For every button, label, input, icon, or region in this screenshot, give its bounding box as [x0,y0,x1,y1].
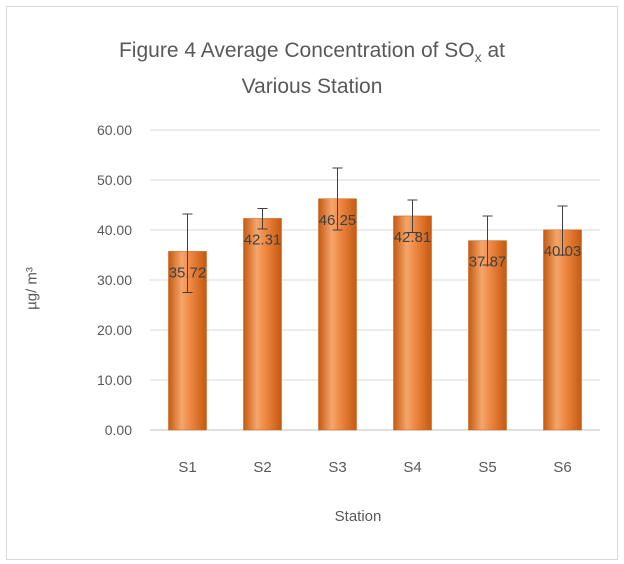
data-label-s5: 37.87 [469,254,507,271]
data-label-s6: 40.03 [544,243,582,260]
x-tick-label-s1: S1 [178,459,196,476]
bar-s5 [468,240,507,431]
y-tick-label: 60.00 [97,122,132,138]
chart-title-subscript: x [474,49,482,66]
error-bar-s1 [182,213,193,293]
chart-title: Figure 4 Average Concentration of SOx at… [0,36,624,102]
chart-frame [6,6,618,560]
error-bar-s6 [557,205,568,256]
y-tick-label: 40.00 [97,222,132,238]
chart-title-line2: Various Station [241,75,383,99]
data-label-s1: 35.72 [169,264,207,281]
error-bars [182,167,568,293]
x-tick-label-s5: S5 [478,459,496,476]
error-bar-s3 [332,167,343,231]
data-label-s2: 42.31 [244,231,282,248]
error-bar-s2 [257,208,268,230]
y-tick-label: 30.00 [97,272,132,288]
gridlines [150,129,600,431]
x-tick-label-s3: S3 [328,459,346,476]
y-tick-label: 0.00 [105,422,132,438]
chart-title-line1: Figure 4 Average Concentration of SO [118,39,475,62]
data-label-s4: 42.81 [394,229,432,246]
bars [168,198,582,431]
chart-title-tail: at [481,39,506,62]
x-axis-label: Station [334,508,382,525]
data-labels: 35.72 42.31 46.25 42.81 37.87 40.03 [169,212,582,282]
data-label-s3: 46.25 [319,212,357,229]
bar-s3 [318,198,357,431]
x-tick-label-s2: S2 [253,459,271,476]
y-tick-label: 50.00 [97,172,132,188]
bar-s6 [543,229,582,431]
x-tick-label-s6: S6 [553,459,571,476]
x-tick-label-s4: S4 [403,459,421,476]
bar-s2 [243,218,282,431]
x-tick-labels: S1 S2 S3 S4 S5 S6 [178,459,571,476]
y-tick-labels: 0.00 10.00 20.00 30.00 40.00 50.00 60.00 [97,122,132,438]
y-tick-label: 10.00 [97,372,132,388]
error-bar-s5 [482,215,493,266]
bar-s4 [393,215,432,431]
y-tick-label: 20.00 [97,322,132,338]
error-bar-s4 [407,199,418,233]
